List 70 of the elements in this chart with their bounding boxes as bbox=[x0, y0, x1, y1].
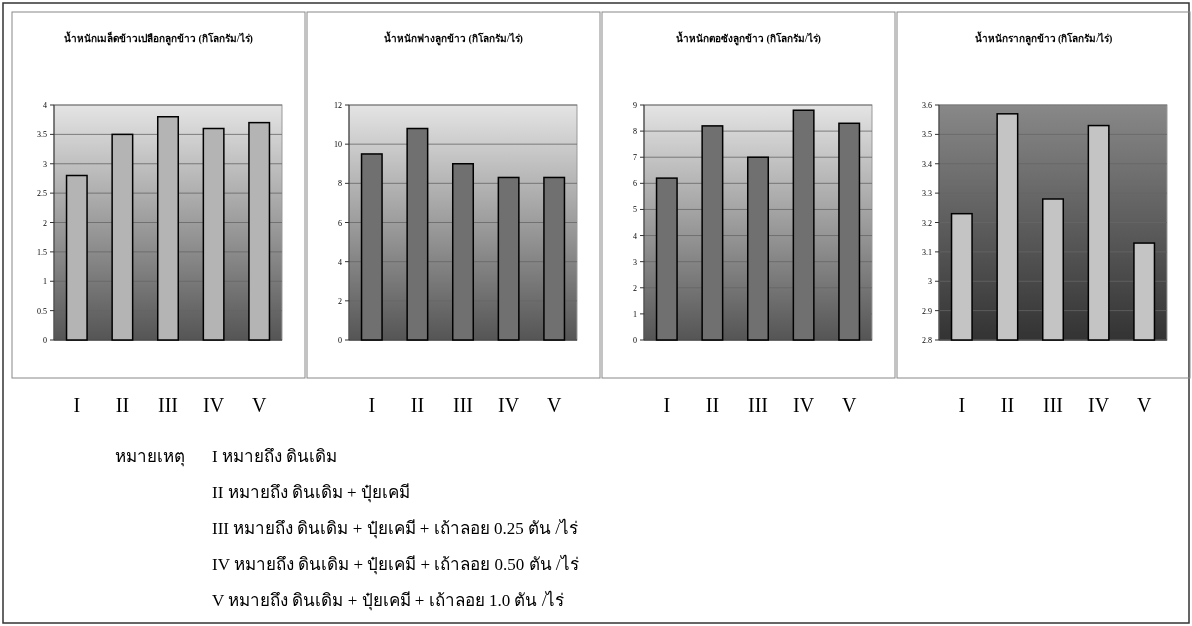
y-tick-label: 0 bbox=[43, 336, 47, 345]
y-tick-label: 0 bbox=[338, 336, 342, 345]
y-tick-label: 12 bbox=[334, 101, 342, 110]
x-tick-label: III bbox=[453, 394, 473, 416]
x-tick-label: V bbox=[841, 394, 857, 416]
x-tick-label: I bbox=[73, 394, 81, 416]
text: IV หมายถึง ดินเดิม + ปุ๋ยเคมี + เถ้าลอย 0.50 ตัน /ไร่ bbox=[212, 554, 579, 575]
bar bbox=[202, 127, 225, 341]
x-tick-label: III bbox=[748, 394, 768, 416]
y-tick-label: 3 bbox=[43, 159, 47, 169]
text: I หมายถึง ดินเดิม bbox=[212, 447, 338, 466]
y-tick-label: 2 bbox=[43, 218, 47, 228]
y-tick-label: 3.3 bbox=[922, 189, 932, 199]
y-tick-label: 3.4 bbox=[922, 159, 932, 169]
y-tick-label: 6 bbox=[338, 218, 342, 228]
y-tick-label: 5 bbox=[633, 205, 637, 215]
y-tick-label: 2 bbox=[338, 296, 342, 306]
x-tick-label: IV bbox=[498, 394, 520, 416]
y-tick-label: 2.9 bbox=[922, 306, 932, 316]
y-tick-label: 4 bbox=[633, 231, 637, 241]
bar bbox=[65, 174, 88, 341]
y-tick-label: 1 bbox=[43, 277, 47, 287]
x-tick-label: II bbox=[1000, 394, 1015, 416]
y-tick-label: 10 bbox=[334, 140, 342, 150]
x-tick-label: I bbox=[663, 394, 671, 416]
y-tick-label: 3 bbox=[928, 277, 932, 287]
y-tick-label: 3.5 bbox=[37, 130, 47, 140]
y-tick-label: 2.8 bbox=[922, 336, 932, 345]
x-tick-label: III bbox=[158, 394, 178, 416]
y-tick-label: 3.6 bbox=[922, 101, 932, 110]
x-tick-label: V bbox=[251, 394, 267, 416]
y-tick-label: 4 bbox=[43, 101, 47, 110]
y-tick-label: 0.5 bbox=[37, 306, 47, 316]
chart-title: น้ำหนักเมล็ดข้าวเปลือกลูกข้าว (กิโลกรัม/ไร่) bbox=[64, 31, 253, 46]
y-tick-label: 3.1 bbox=[922, 247, 932, 257]
y-tick-label: 7 bbox=[633, 153, 637, 163]
x-tick-label: II bbox=[410, 394, 425, 416]
y-tick-label: 6 bbox=[633, 179, 637, 189]
x-tick-label: I bbox=[958, 394, 966, 416]
bar bbox=[111, 133, 134, 341]
x-tick-label: IV bbox=[203, 394, 225, 416]
y-tick-label: 9 bbox=[633, 101, 637, 110]
x-tick-label: IV bbox=[793, 394, 815, 416]
bar bbox=[248, 121, 271, 341]
chart-title: น้ำหนักตอซังลูกข้าว (กิโลกรัม/ไร่) bbox=[676, 31, 821, 46]
y-tick-label: 3.2 bbox=[922, 218, 932, 228]
chart-title: น้ำหนักฟางลูกข้าว (กิโลกรัม/ไร่) bbox=[384, 31, 523, 46]
x-tick-label: I bbox=[368, 394, 376, 416]
text: II หมายถึง ดินเดิม + ปุ๋ยเคมี bbox=[212, 483, 410, 503]
text: III หมายถึง ดินเดิม + ปุ๋ยเคมี + เถ้าลอย 0.25 ตัน /ไร่ bbox=[212, 518, 578, 539]
y-tick-label: 2 bbox=[633, 283, 637, 293]
y-tick-label: 2.5 bbox=[37, 189, 47, 199]
text: V หมายถึง ดินเดิม + ปุ๋ยเคมี + เถ้าลอย 1.0 ตัน /ไร่ bbox=[212, 590, 565, 611]
y-tick-label: 8 bbox=[338, 179, 342, 189]
x-tick-label: V bbox=[1136, 394, 1152, 416]
y-tick-label: 3 bbox=[633, 257, 637, 267]
y-tick-label: 8 bbox=[633, 127, 637, 137]
y-tick-label: 3.5 bbox=[922, 130, 932, 140]
x-tick-label: II bbox=[115, 394, 130, 416]
y-tick-label: 1.5 bbox=[37, 247, 47, 257]
y-tick-label: 0 bbox=[633, 336, 637, 345]
chart-title: น้ำหนักรากลูกข้าว (กิโลกรัม/ไร่) bbox=[974, 31, 1113, 46]
x-tick-label: IV bbox=[1088, 394, 1110, 416]
x-tick-label: V bbox=[546, 394, 562, 416]
bar bbox=[156, 116, 180, 341]
y-tick-label: 4 bbox=[338, 257, 342, 267]
text: หมายเหตุ bbox=[115, 447, 185, 467]
x-tick-label: II bbox=[705, 394, 720, 416]
x-tick-label: III bbox=[1043, 394, 1063, 416]
y-tick-label: 1 bbox=[633, 309, 637, 319]
